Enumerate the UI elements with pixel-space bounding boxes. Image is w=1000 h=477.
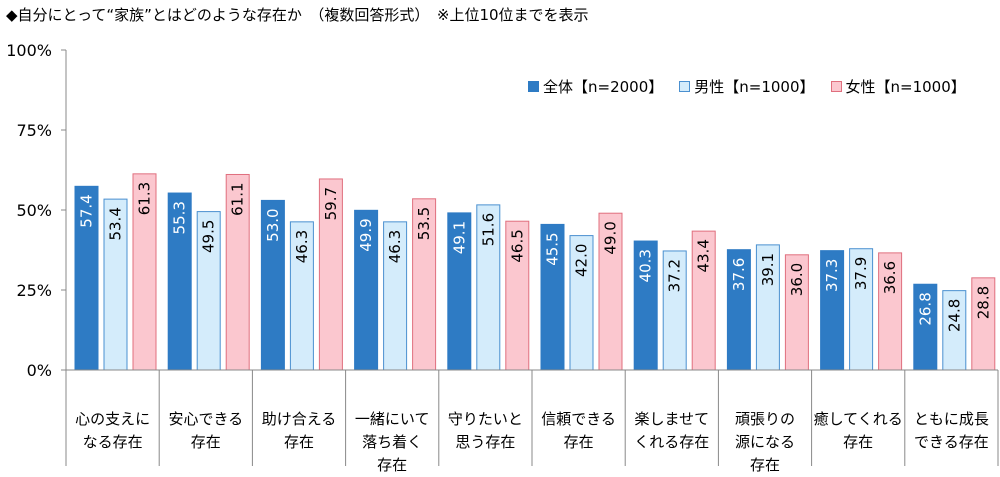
category-label-line: 存在 — [563, 433, 594, 451]
legend-item: 女性【n=1000】 — [830, 76, 966, 97]
bar-value-label: 37.9 — [852, 257, 870, 290]
bar-value-label: 46.3 — [293, 230, 311, 263]
category-label-line: 信頼できる — [541, 410, 616, 428]
bar-value-label: 51.6 — [479, 213, 497, 246]
category-label: 頑張りの 源になる 存在 — [719, 408, 811, 477]
bar-value-label: 57.4 — [78, 194, 96, 227]
bar-value-label: 40.3 — [637, 249, 655, 282]
category-label-line: 楽しませて — [634, 410, 710, 428]
bar-value-label: 46.5 — [508, 229, 526, 262]
y-tick-label: 100% — [6, 41, 52, 60]
category-label-line: できる存在 — [914, 433, 989, 451]
bar-value-label: 46.3 — [386, 230, 404, 263]
legend-label: 全体【n=2000】 — [543, 78, 664, 96]
category-label: 助け合える 存在 — [253, 408, 345, 454]
category-label-line: くれる存在 — [634, 433, 710, 451]
bar-value-label: 53.4 — [107, 207, 125, 240]
category-label-line: 心の支えに — [75, 410, 151, 428]
bar-value-label: 26.8 — [916, 292, 934, 325]
legend-item: 男性【n=1000】 — [679, 76, 815, 97]
category-label: 安心できる 存在 — [160, 408, 252, 454]
bar-value-label: 59.7 — [322, 187, 340, 220]
bar-value-label: 55.3 — [171, 201, 189, 234]
y-tick-label: 0% — [27, 361, 52, 380]
category-label-line: なる存在 — [82, 433, 143, 451]
chart-title: ◆自分にとって“家族”とはどのような存在か （複数回答形式） ※上位10位までを… — [6, 6, 589, 24]
category-label: 楽しませてくれる存在 — [626, 408, 718, 454]
bar-value-label: 42.0 — [573, 244, 591, 277]
bar-value-label: 53.0 — [264, 208, 282, 241]
chart-legend: 全体【n=2000】 男性【n=1000】 女性【n=1000】 — [528, 76, 966, 97]
category-label: 心の支えに なる存在 — [67, 408, 159, 454]
bar-value-label: 61.3 — [136, 182, 154, 215]
legend-swatch — [830, 81, 842, 92]
bar-value-label: 28.8 — [974, 286, 992, 319]
bar-value-label: 36.6 — [881, 261, 899, 294]
category-label-line: 落ち着く — [362, 433, 423, 451]
y-tick-label: 50% — [16, 201, 52, 220]
bar-value-label: 49.5 — [200, 220, 218, 253]
bar-value-label: 49.1 — [450, 221, 468, 254]
category-label-line: 存在 — [283, 433, 314, 451]
category-label-line: 安心できる — [168, 410, 244, 428]
bar-value-label: 37.2 — [666, 259, 684, 292]
bar-value-label: 49.0 — [602, 221, 620, 254]
category-label: 癒してくれる 存在 — [812, 408, 904, 454]
category-label-line: 一緒にいて — [354, 410, 430, 428]
bar-chart: 0% 25% 50% 75% 100% 57.4 55.3 53.0 49.9 49.1 45.5 4… — [6, 41, 999, 466]
y-tick-label: 25% — [16, 281, 52, 300]
legend-swatch — [679, 81, 691, 92]
category-label-line: 存在 — [190, 433, 221, 451]
bar-value-label: 37.6 — [730, 258, 748, 291]
category-label: ともに成長できる存在 — [905, 408, 997, 454]
category-label-line: 頑張りの — [734, 410, 795, 428]
bar-value-label: 24.8 — [945, 299, 963, 332]
category-label-line: 源になる — [734, 433, 795, 451]
legend-swatch — [528, 81, 539, 92]
bar-value-label: 43.4 — [695, 239, 713, 272]
bar-value-label: 53.5 — [415, 207, 433, 240]
bar-value-label: 39.1 — [759, 253, 777, 286]
category-label: 信頼できる 存在 — [533, 408, 625, 454]
category-label: 一緒にいて 落ち着く 存在 — [346, 408, 438, 477]
legend-label: 女性【n=1000】 — [845, 78, 966, 96]
legend-label: 男性【n=1000】 — [694, 78, 815, 96]
category-label-line: 存在 — [843, 433, 874, 451]
category-label-line: 癒してくれる — [813, 410, 903, 428]
bar-value-label: 61.1 — [229, 182, 247, 215]
legend-item: 全体【n=2000】 — [528, 76, 663, 97]
y-tick-label: 75% — [16, 121, 52, 140]
category-label-line: 助け合える — [261, 410, 337, 428]
bar-value-label: 49.9 — [357, 218, 375, 251]
category-label-line: 思う存在 — [455, 433, 516, 451]
bar-value-label: 45.5 — [544, 232, 562, 265]
category-label-line: 守りたいと — [447, 410, 523, 428]
bar-value-label: 36.0 — [788, 263, 806, 296]
category-label-line: ともに成長 — [913, 410, 989, 428]
category-label: 守りたいと 思う存在 — [439, 408, 531, 454]
bar-value-label: 37.3 — [823, 259, 841, 292]
